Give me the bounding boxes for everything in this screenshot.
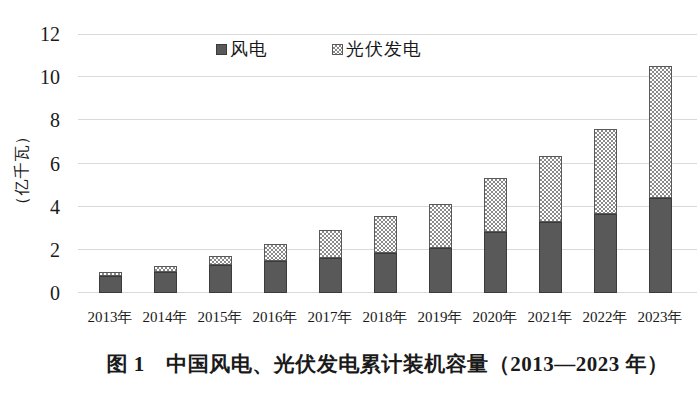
bar-segment-wind (649, 198, 672, 293)
bar-segment-pv (319, 230, 342, 258)
x-tick-label: 2023年 (632, 307, 688, 327)
y-tick-label: 12 (0, 22, 60, 46)
legend-label-pv: 光伏发电 (346, 39, 422, 59)
figure-wind-solar-capacity: （亿千瓦） 024681012 2013年2014年2015年2016年2017… (0, 0, 700, 400)
bar-segment-pv (154, 266, 177, 272)
bar-segment-wind (264, 261, 287, 293)
bar-segment-wind (154, 272, 177, 293)
bar-segment-pv (99, 272, 122, 276)
y-tick-label: 0 (0, 281, 60, 305)
x-tick-label: 2022年 (577, 307, 633, 327)
bar-segment-pv (429, 204, 452, 248)
x-tick-label: 2018年 (357, 307, 413, 327)
x-tick-label: 2016年 (247, 307, 303, 327)
y-tick-label: 4 (0, 195, 60, 219)
bar-segment-wind (319, 258, 342, 293)
legend-item-wind: 风电 (216, 39, 268, 59)
bar-segment-wind (374, 253, 397, 293)
y-tick-label: 8 (0, 108, 60, 132)
bar-segment-pv (264, 244, 287, 261)
x-axis-tick-labels: 2013年2014年2015年2016年2017年2018年2019年2020年… (78, 307, 697, 329)
bar-segment-pv (209, 256, 232, 265)
x-tick-label: 2017年 (302, 307, 358, 327)
gridline (78, 34, 697, 35)
y-tick-label: 10 (0, 65, 60, 89)
y-tick-label: 2 (0, 238, 60, 262)
bar-segment-wind (539, 222, 562, 293)
x-tick-label: 2020年 (467, 307, 523, 327)
x-tick-label: 2013年 (82, 307, 138, 327)
gridline (78, 119, 697, 120)
bar-segment-wind (594, 214, 617, 293)
bar-segment-pv (594, 129, 617, 214)
x-tick-label: 2021年 (522, 307, 578, 327)
legend-label-wind: 风电 (230, 39, 268, 59)
x-tick-label: 2014年 (137, 307, 193, 327)
pv-series-swatch-icon (332, 44, 343, 55)
bar-segment-wind (209, 265, 232, 293)
figure-caption: 图 1 中国风电、光伏发电累计装机容量（2013—2023 年） (78, 350, 697, 378)
plot-area (78, 34, 697, 293)
bar-segment-wind (484, 232, 507, 293)
bar-segment-pv (374, 216, 397, 254)
y-tick-label: 6 (0, 152, 60, 176)
legend: 风电 光伏发电 (216, 39, 422, 59)
bar-segment-pv (484, 178, 507, 233)
bar-segment-pv (649, 66, 672, 197)
wind-series-swatch-icon (216, 44, 227, 55)
bar-segment-wind (99, 276, 122, 293)
legend-item-pv: 光伏发电 (332, 39, 422, 59)
y-axis-tick-labels: 024681012 (0, 34, 62, 293)
x-tick-label: 2015年 (192, 307, 248, 327)
bar-segment-wind (429, 248, 452, 293)
x-tick-label: 2019年 (412, 307, 468, 327)
gridline (78, 76, 697, 77)
bar-segment-pv (539, 156, 562, 222)
